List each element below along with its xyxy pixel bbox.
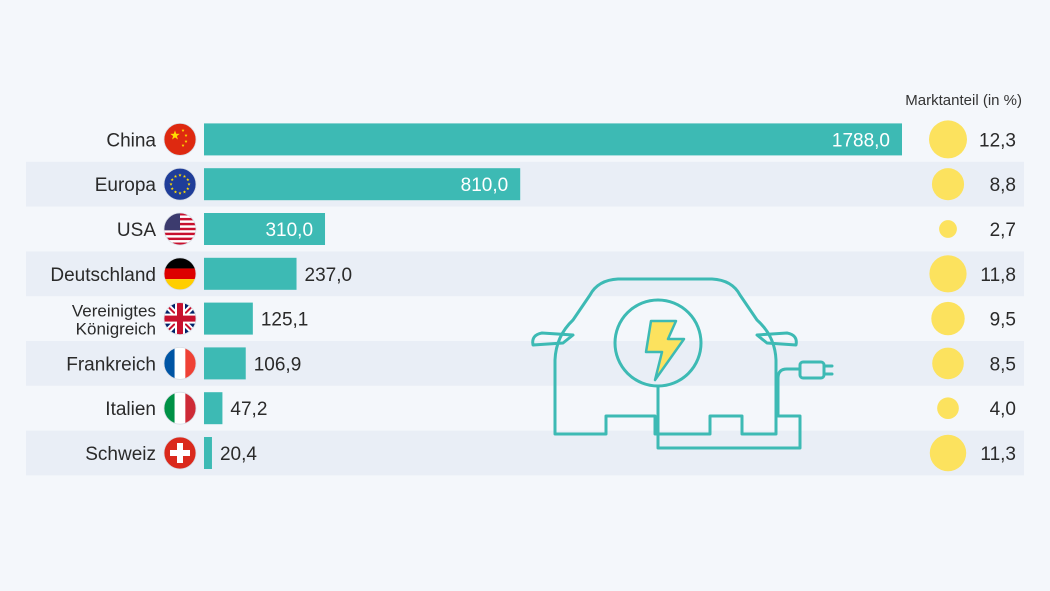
eu-flag-icon [163,167,197,201]
bar [204,123,902,156]
category-label: USA [117,220,156,241]
bar-row: Deutschland 237,0 11,8 [50,255,1016,293]
category-label: Frankreich [66,354,156,375]
category-label: Italien [105,399,156,420]
bar [204,257,297,290]
bar [204,168,521,201]
france-flag-icon [163,346,197,380]
value-label: 1788,0 [832,130,890,151]
market-share-header: Marktanteil (in %) [905,92,1022,109]
bar-row: Europa 810,0 8,8 [95,167,1016,201]
market-share-bubble [929,120,967,159]
switzerland-flag-icon [163,436,197,470]
value-label: 237,0 [305,265,353,286]
bar [204,213,326,245]
market-share-label: 12,3 [979,130,1016,151]
bar-row: Vereinigtes Königreich 125,1 9,5 [72,302,1016,339]
category-label: China [106,130,156,151]
bar [204,347,246,380]
bar-row: USA 310,0 2,7 [117,212,1016,246]
bar [204,302,253,335]
market-share-label: 4,0 [990,399,1016,420]
category-label: Schweiz [85,444,156,465]
market-share-label: 8,5 [990,354,1016,375]
market-share-label: 8,8 [990,175,1016,196]
market-share-label: 11,8 [980,265,1016,286]
bar [204,392,223,425]
market-share-bubble [932,347,964,380]
market-share-label: 11,3 [980,444,1016,465]
bar-row: Italien 47,2 4,0 [105,391,1016,425]
market-share-bubble [929,255,967,293]
uk-flag-icon [163,302,197,336]
electric-car-icon [531,277,834,450]
bar-row: Frankreich 106,9 8,5 [66,346,1016,380]
value-label: 106,9 [254,354,302,375]
bar-rows: China 1788,0 12,3 Europa 810,0 8,8 USA 310,0 2,7… [50,120,1016,472]
germany-flag-icon [163,257,197,291]
market-share-bubble [937,397,959,420]
category-label: Vereinigtes Königreich [72,302,156,339]
value-label: 810,0 [461,175,509,196]
market-share-bubble [931,168,965,201]
market-share-bubble [929,434,967,472]
category-label: Europa [95,175,157,196]
bar-row: Schweiz 20,4 11,3 [85,434,1016,472]
market-share-bubble [931,301,965,336]
market-share-bubble [939,220,957,238]
market-share-label: 2,7 [990,220,1016,241]
market-share-label: 9,5 [990,310,1016,331]
italy-flag-icon [163,391,197,425]
category-label: Deutschland [50,265,156,286]
bar [204,437,212,469]
value-label: 47,2 [230,399,267,420]
value-label: 125,1 [261,310,309,331]
china-flag-icon [163,122,197,156]
bar-row: China 1788,0 12,3 [106,120,1016,159]
usa-flag-icon [163,212,197,246]
value-label: 20,4 [220,444,257,465]
value-label: 310,0 [265,220,313,241]
